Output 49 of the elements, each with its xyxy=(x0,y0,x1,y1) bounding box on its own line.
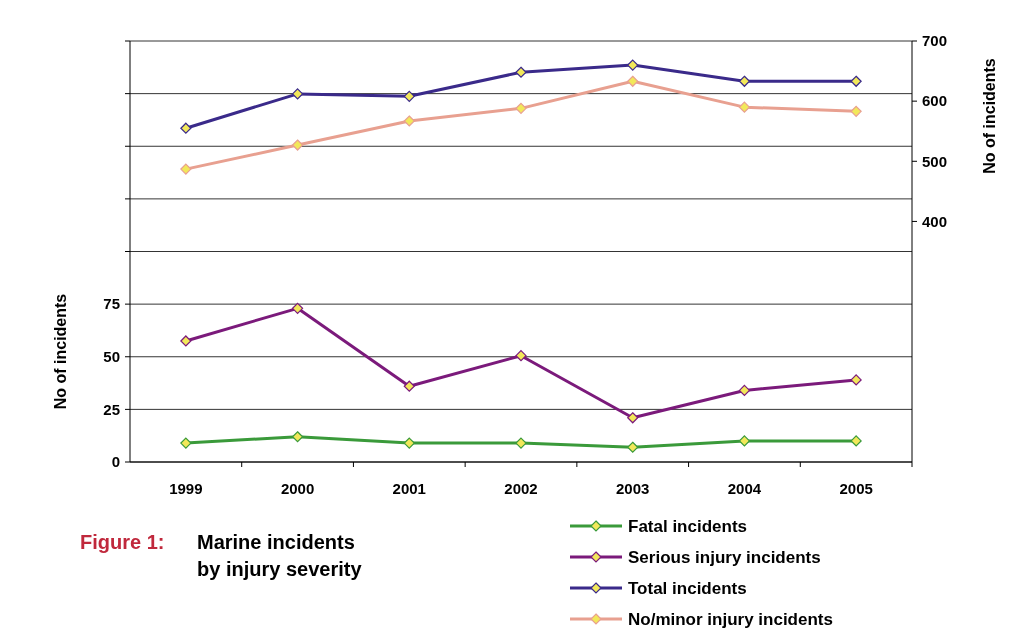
point xyxy=(738,384,751,397)
y-tick-label: 25 xyxy=(103,400,120,418)
point xyxy=(850,435,862,447)
point xyxy=(291,431,304,443)
x-tick-label: 2005 xyxy=(839,480,873,497)
y2-tick-label: 600 xyxy=(922,92,948,110)
point xyxy=(627,75,639,87)
y2-tick-label: 700 xyxy=(922,32,948,50)
legend-label: Serious injury incidents xyxy=(628,547,821,567)
point xyxy=(291,302,304,314)
text: Marine incidents by injury severity xyxy=(197,531,363,580)
caption: Figure 1: xyxy=(80,531,165,553)
point xyxy=(180,335,192,347)
x-tick-label: 2000 xyxy=(280,480,315,497)
y2-axis-title: No of incidents xyxy=(981,58,998,174)
point xyxy=(403,90,415,102)
x-tick-label: 2003 xyxy=(616,480,650,497)
legend-label: Total incidents xyxy=(628,578,747,598)
point xyxy=(291,139,304,151)
x-tick-label: 2002 xyxy=(504,480,538,497)
x-tick-label: 2004 xyxy=(727,480,762,497)
point xyxy=(180,122,192,134)
point xyxy=(627,59,639,71)
point xyxy=(850,374,862,386)
y2-tick-label: 400 xyxy=(922,212,948,230)
point xyxy=(515,437,527,449)
point xyxy=(180,163,192,175)
y2-tick-label: 500 xyxy=(922,152,948,170)
point xyxy=(515,350,527,362)
legend-label: Fatal incidents xyxy=(628,516,748,536)
point xyxy=(403,380,415,392)
y-axis-title: No of incidents xyxy=(52,293,69,410)
y-tick-label: 50 xyxy=(103,348,120,365)
x-tick-label: 2001 xyxy=(392,480,426,497)
legend-label: No/minor injury incidents xyxy=(628,609,833,629)
point xyxy=(291,88,304,100)
y-tick-label: 75 xyxy=(103,295,120,313)
point xyxy=(403,437,415,449)
point xyxy=(403,115,415,127)
point xyxy=(627,441,639,453)
point xyxy=(850,75,862,87)
point xyxy=(738,75,751,87)
point xyxy=(515,66,527,78)
point xyxy=(627,412,639,424)
point xyxy=(515,102,527,114)
x-tick-label: 1999 xyxy=(169,480,203,497)
point xyxy=(180,437,192,449)
point xyxy=(850,105,862,117)
y-tick-label: 0 xyxy=(111,453,120,471)
